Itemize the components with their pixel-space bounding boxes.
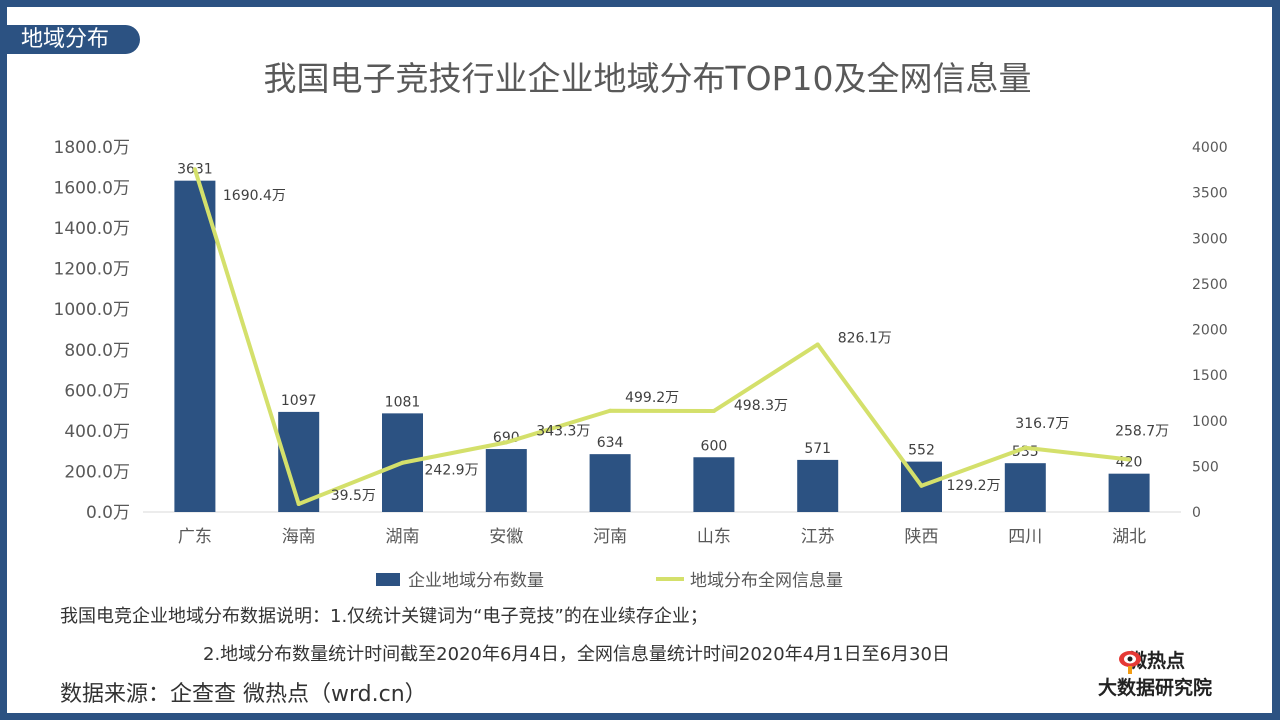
right-tick-label: 2500 — [1192, 277, 1228, 293]
data-source: 数据来源：企查查 微热点（wrd.cn） — [60, 682, 427, 707]
line-data-label: 316.7万 — [1015, 416, 1069, 432]
line-data-label: 343.3万 — [536, 423, 590, 439]
note-line-1: 我国电竞企业地域分布数据说明：1.仅统计关键词为“电子竞技”的在业续存企业； — [60, 606, 708, 627]
note-line-2: 2.地域分布数量统计时间截至2020年6月4日，全网信息量统计时间2020年4月… — [203, 644, 950, 665]
slide-background — [7, 7, 1272, 713]
left-tick-label: 1400.0万 — [54, 219, 130, 239]
line-point — [296, 501, 301, 506]
line-point — [400, 460, 405, 465]
left-tick-label: 0.0万 — [86, 503, 130, 523]
line-point — [815, 342, 820, 347]
bar-data-label: 552 — [908, 443, 935, 459]
eye-logo-icon — [1119, 651, 1141, 674]
line-data-label: 826.1万 — [838, 330, 892, 346]
right-tick-label: 4000 — [1192, 140, 1228, 156]
right-tick-label: 3500 — [1192, 186, 1228, 202]
line-series — [192, 168, 1130, 506]
legend-bar-label: 企业地域分布数量 — [408, 571, 544, 591]
line-data-label: 39.5万 — [331, 488, 376, 504]
right-tick-label: 3000 — [1192, 231, 1228, 247]
line-point — [608, 408, 613, 413]
line-data-label: 242.9万 — [425, 463, 479, 479]
line-data-label: 258.7万 — [1115, 424, 1169, 440]
x-tick-label: 湖北 — [1112, 527, 1146, 547]
x-tick-label: 江苏 — [801, 527, 835, 547]
line-point — [192, 167, 197, 172]
line-point — [711, 408, 716, 413]
x-tick-label: 四川 — [1008, 527, 1042, 547]
bar-data-label: 1081 — [385, 394, 421, 410]
line-data-label: 498.3万 — [734, 398, 788, 414]
bar — [589, 454, 631, 512]
left-tick-label: 400.0万 — [64, 422, 130, 442]
right-tick-label: 1000 — [1192, 414, 1228, 430]
x-tick-label: 湖南 — [386, 527, 420, 547]
right-tick-label: 0 — [1192, 505, 1201, 521]
left-tick-label: 1600.0万 — [54, 179, 130, 199]
bar — [485, 449, 527, 512]
x-tick-label: 广东 — [178, 527, 212, 547]
left-tick-label: 1000.0万 — [54, 300, 130, 320]
bar — [1004, 463, 1046, 512]
legend-bar-swatch — [376, 573, 400, 586]
line-point — [1023, 445, 1028, 450]
chart-title: 我国电子竞技行业企业地域分布TOP10及全网信息量 — [263, 59, 1032, 98]
bar-data-label: 600 — [701, 438, 728, 454]
right-tick-label: 500 — [1192, 459, 1219, 475]
bar — [1108, 473, 1150, 512]
x-tick-label: 山东 — [697, 527, 731, 547]
x-tick-label: 海南 — [282, 527, 316, 547]
bar — [174, 180, 216, 512]
section-tag: 地域分布 — [7, 25, 140, 54]
line-data-label: 129.2万 — [947, 478, 1001, 494]
line-point — [504, 440, 509, 445]
x-tick-label: 安徽 — [489, 527, 523, 547]
bar-data-label: 1097 — [281, 393, 317, 409]
line-data-label: 1690.4万 — [223, 188, 286, 204]
bar-data-label: 571 — [804, 441, 831, 457]
left-tick-label: 800.0万 — [64, 341, 130, 361]
line-point — [1127, 457, 1132, 462]
bar — [693, 457, 735, 512]
line-data-label: 499.2万 — [625, 390, 679, 406]
left-tick-label: 200.0万 — [64, 462, 130, 482]
weirediandian-logo: 微热点 大数据研究院 — [1098, 646, 1212, 700]
bar-data-label: 634 — [597, 435, 624, 451]
right-tick-label: 1500 — [1192, 368, 1228, 384]
right-tick-label: 2000 — [1192, 323, 1228, 339]
legend-line-label: 地域分布全网信息量 — [690, 571, 843, 591]
left-tick-label: 1200.0万 — [54, 260, 130, 280]
bar — [797, 459, 839, 512]
x-tick-label: 河南 — [593, 527, 627, 547]
line-point — [919, 483, 924, 488]
left-tick-label: 1800.0万 — [54, 138, 130, 158]
chart: 0.0万 200.0万 400.0万 600.0万 800.0万 1000.0万 1200.… — [54, 138, 1228, 591]
left-tick-label: 600.0万 — [64, 381, 130, 401]
x-tick-label: 陕西 — [905, 527, 939, 547]
